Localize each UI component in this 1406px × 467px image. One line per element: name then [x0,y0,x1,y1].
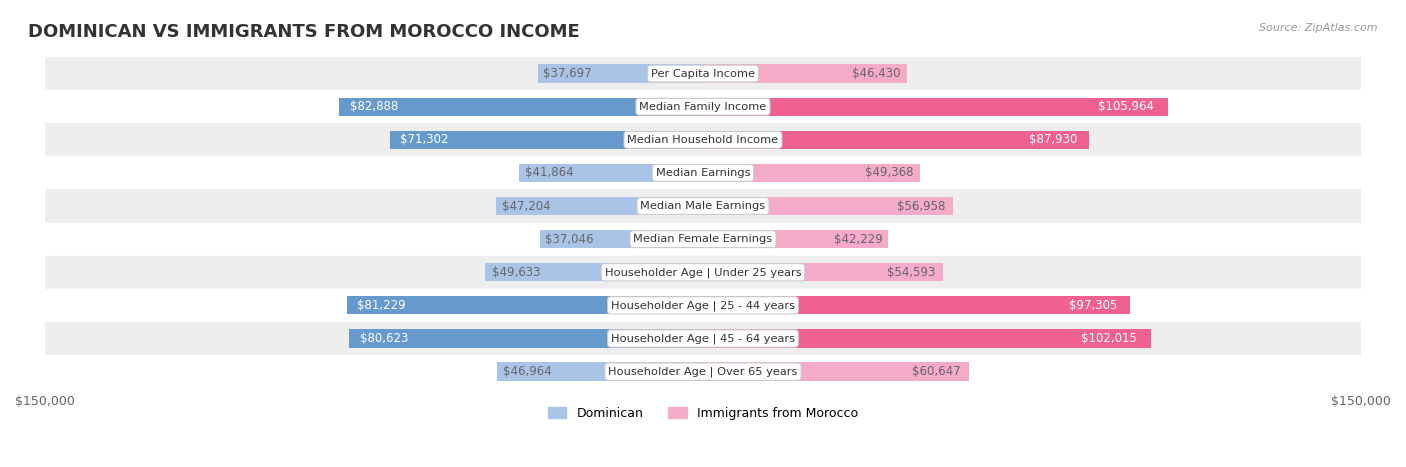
Text: $81,229: $81,229 [357,299,406,312]
Bar [485,263,703,281]
Bar [45,322,1361,355]
Text: $41,864: $41,864 [524,166,574,179]
Bar [496,362,703,381]
Bar [347,296,703,314]
Bar [349,329,703,347]
Text: $60,647: $60,647 [912,365,962,378]
Bar [45,123,1361,156]
Bar [703,164,920,182]
Bar [496,197,703,215]
Bar [45,355,1361,388]
Bar [391,131,703,149]
Text: Source: ZipAtlas.com: Source: ZipAtlas.com [1260,23,1378,33]
Text: $97,305: $97,305 [1069,299,1118,312]
Text: $46,430: $46,430 [852,67,901,80]
Bar [45,289,1361,322]
Text: Householder Age | 25 - 44 years: Householder Age | 25 - 44 years [612,300,794,311]
Bar [703,329,1150,347]
Bar [703,362,969,381]
Text: Median Family Income: Median Family Income [640,102,766,112]
Bar [45,256,1361,289]
Bar [703,98,1168,116]
Text: $87,930: $87,930 [1029,133,1077,146]
Text: Householder Age | 45 - 64 years: Householder Age | 45 - 64 years [612,333,794,344]
Text: $54,593: $54,593 [887,266,935,279]
Bar [703,197,953,215]
Text: Householder Age | Under 25 years: Householder Age | Under 25 years [605,267,801,277]
Bar [703,131,1088,149]
Text: $47,204: $47,204 [502,199,551,212]
Text: Median Earnings: Median Earnings [655,168,751,178]
Legend: Dominican, Immigrants from Morocco: Dominican, Immigrants from Morocco [543,402,863,425]
Bar [339,98,703,116]
Text: $80,623: $80,623 [360,332,408,345]
Text: Median Female Earnings: Median Female Earnings [634,234,772,244]
Bar [45,223,1361,256]
Text: $37,697: $37,697 [543,67,591,80]
Text: $42,229: $42,229 [834,233,883,246]
Bar [45,90,1361,123]
Text: $71,302: $71,302 [399,133,449,146]
Text: $82,888: $82,888 [350,100,398,113]
Bar [540,230,703,248]
Text: Median Household Income: Median Household Income [627,135,779,145]
Bar [45,57,1361,90]
Bar [703,64,907,83]
Text: Per Capita Income: Per Capita Income [651,69,755,78]
Bar [703,230,889,248]
Text: $105,964: $105,964 [1098,100,1154,113]
Text: $49,633: $49,633 [492,266,540,279]
Text: DOMINICAN VS IMMIGRANTS FROM MOROCCO INCOME: DOMINICAN VS IMMIGRANTS FROM MOROCCO INC… [28,23,579,42]
Bar [703,263,942,281]
Bar [703,296,1130,314]
Text: Median Male Earnings: Median Male Earnings [641,201,765,211]
Text: $49,368: $49,368 [865,166,912,179]
Text: $56,958: $56,958 [897,199,945,212]
Text: $102,015: $102,015 [1081,332,1137,345]
Bar [45,156,1361,190]
Bar [45,190,1361,223]
Text: Householder Age | Over 65 years: Householder Age | Over 65 years [609,366,797,377]
Bar [519,164,703,182]
Text: $37,046: $37,046 [546,233,593,246]
Text: $46,964: $46,964 [503,365,553,378]
Bar [537,64,703,83]
